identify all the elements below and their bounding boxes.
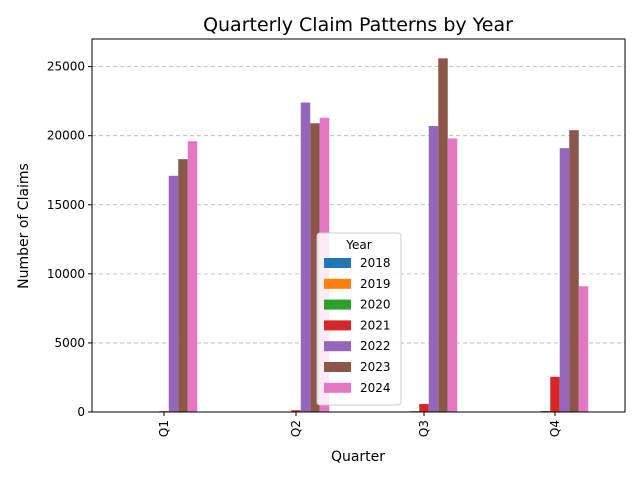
bar-2023-Q4 xyxy=(569,130,579,412)
x-axis: Q1 Q2 Q3 Q4 xyxy=(157,412,562,437)
bar-2021-Q3 xyxy=(419,403,429,412)
bar-2024-Q3 xyxy=(447,138,458,412)
legend-swatch-2019 xyxy=(324,278,351,289)
legend-swatch-2023 xyxy=(324,362,351,372)
y-tick-label: 0 xyxy=(77,405,85,419)
bar-2021-Q4 xyxy=(550,376,560,412)
legend: Year 2018 2019 2020 2021 2022 2023 2024 xyxy=(316,232,402,406)
bar-2022-Q1 xyxy=(168,175,179,412)
legend-label: 2023 xyxy=(360,360,391,374)
y-tick-label: 20000 xyxy=(47,129,85,143)
x-axis-label: Quarter xyxy=(331,449,385,465)
legend-title: Year xyxy=(345,238,371,252)
x-tick-label: Q4 xyxy=(548,420,562,437)
legend-swatch-2022 xyxy=(324,341,351,352)
legend-swatch-2024 xyxy=(324,382,351,393)
legend-swatch-2018 xyxy=(324,258,351,268)
legend-label: 2020 xyxy=(360,298,391,312)
legend-label: 2021 xyxy=(360,318,391,332)
bar-2022-Q2 xyxy=(300,102,311,412)
bar-2023-Q2 xyxy=(310,123,320,412)
x-tick-label: Q1 xyxy=(157,420,171,437)
bar-2023-Q3 xyxy=(438,58,448,413)
x-tick-label: Q3 xyxy=(417,420,431,437)
legend-swatch-2020 xyxy=(324,299,351,310)
bar-2022-Q3 xyxy=(428,126,439,413)
legend-label: 2019 xyxy=(360,277,391,291)
legend-label: 2022 xyxy=(360,339,391,353)
y-tick-label: 25000 xyxy=(47,60,85,74)
bar-2024-Q1 xyxy=(187,141,198,413)
bar-2022-Q4 xyxy=(559,148,570,413)
y-tick-label: 10000 xyxy=(47,267,85,281)
legend-swatch-2021 xyxy=(324,320,351,331)
chart-title: Quarterly Claim Patterns by Year xyxy=(203,14,513,36)
y-tick-label: 5000 xyxy=(54,336,85,350)
bar-2023-Q1 xyxy=(178,159,188,412)
legend-label: 2024 xyxy=(360,381,391,395)
y-tick-label: 15000 xyxy=(47,198,85,212)
y-axis: 0 5000 10000 15000 20000 25000 xyxy=(47,60,92,419)
bar-2021-Q2 xyxy=(291,410,301,412)
y-axis-label: Number of Claims xyxy=(16,163,32,289)
bar-2024-Q4 xyxy=(578,286,589,412)
legend-label: 2018 xyxy=(360,256,391,270)
x-tick-label: Q2 xyxy=(289,420,303,437)
plot-frame xyxy=(91,38,626,413)
